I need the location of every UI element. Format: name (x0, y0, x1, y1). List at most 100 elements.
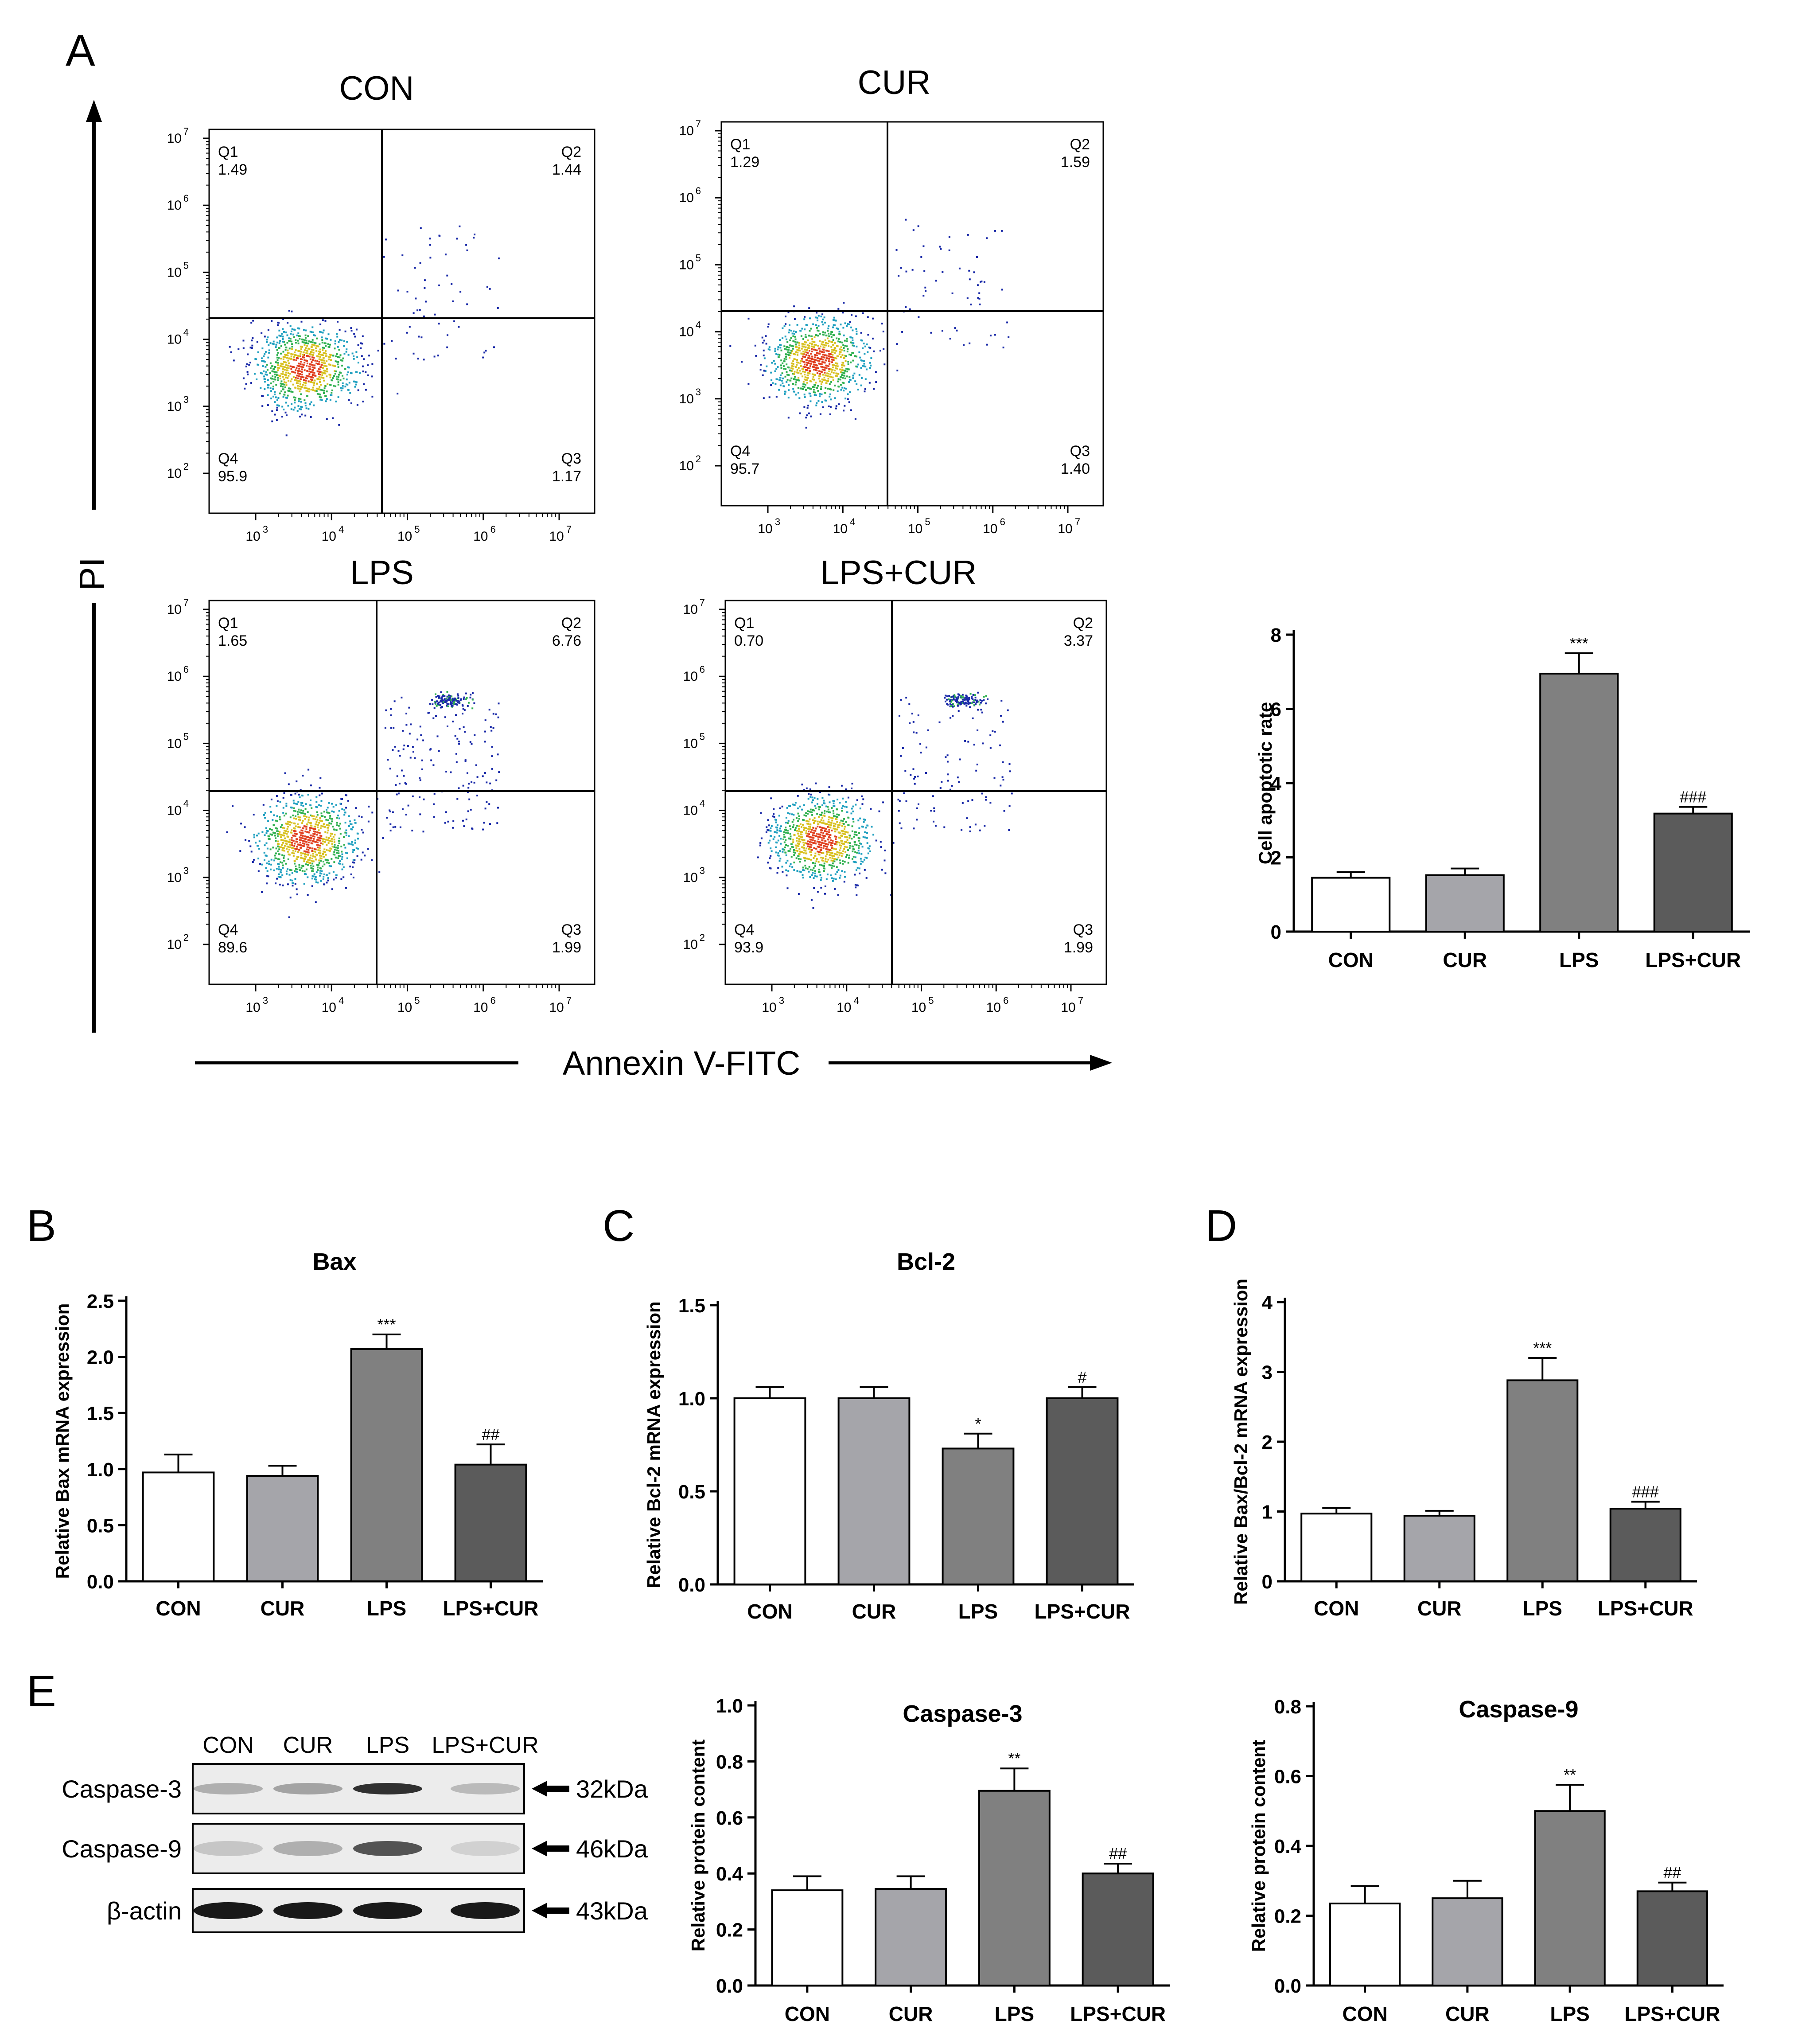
svg-text:10: 10 (683, 736, 698, 751)
svg-text:2: 2 (183, 932, 189, 943)
quadrant-q1-name: Q1 (218, 144, 238, 160)
svg-text:4: 4 (700, 798, 705, 809)
significance-label: ## (482, 1425, 499, 1443)
flow-scatter (757, 691, 1013, 909)
svg-text:4: 4 (854, 995, 859, 1006)
svg-text:10: 10 (322, 529, 336, 544)
svg-text:10: 10 (683, 804, 698, 818)
svg-text:7: 7 (696, 118, 701, 129)
svg-text:10: 10 (983, 522, 997, 536)
category-label: CUR (889, 2002, 933, 2025)
bar (1046, 1397, 1119, 1585)
bar-group: LPS *** (1506, 1339, 1579, 1620)
svg-text:3: 3 (779, 995, 784, 1006)
quadrant-q2-value: 1.44 (552, 161, 581, 178)
svg-text:10: 10 (167, 265, 182, 280)
bar (733, 1397, 806, 1585)
chart-casp3: Caspase-3 0.0 0.2 0.4 0.6 0.8 1.0 Relative prot… (688, 1695, 1170, 2025)
quadrant-q2-name: Q2 (561, 144, 581, 160)
svg-text:4: 4 (183, 327, 189, 338)
svg-text:10: 10 (167, 669, 182, 684)
blot-band (451, 1841, 520, 1856)
quadrant-q2-value: 1.59 (1061, 154, 1090, 171)
y-axis-label: Relative protein content (1248, 1740, 1269, 1952)
y-axis-label: Relative protein content (688, 1740, 708, 1951)
y-tick-label: 1.5 (87, 1403, 114, 1424)
blot-band (194, 1902, 263, 1919)
quadrant-q3-name: Q3 (1073, 921, 1093, 938)
svg-text:10: 10 (908, 522, 922, 536)
category-label: LPS (367, 1597, 406, 1620)
significance-label: *** (377, 1315, 396, 1334)
category-label: LPS (995, 2002, 1034, 2025)
significance-label: ### (1632, 1482, 1659, 1501)
svg-text:10: 10 (167, 466, 182, 481)
bar-group: CUR (1432, 1880, 1503, 2025)
blot-band (194, 1841, 263, 1856)
y-tick-label: 0.0 (1274, 1975, 1301, 1997)
molecular-weight: 46kDa (576, 1835, 648, 1863)
svg-text:4: 4 (696, 320, 701, 331)
svg-text:10: 10 (683, 602, 698, 617)
svg-text:3: 3 (696, 386, 701, 398)
bar (1534, 1810, 1606, 1986)
y-tick-label: 8 (1271, 624, 1281, 646)
y-tick-label: 0.0 (678, 1574, 705, 1596)
y-tick-label: 0.6 (716, 1807, 743, 1829)
category-label: CUR (1445, 2002, 1490, 2025)
quadrant-q4-value: 89.6 (218, 939, 247, 956)
svg-text:5: 5 (183, 260, 189, 271)
quadrant-q3-name: Q3 (561, 450, 581, 467)
svg-text:3: 3 (263, 524, 268, 535)
chart-bcl2: Bcl-2 0.0 0.5 1.0 1.5 Relative Bcl-2 mRNA exp… (643, 1248, 1134, 1623)
bar (837, 1397, 911, 1585)
svg-text:7: 7 (566, 524, 572, 535)
svg-text:10: 10 (167, 937, 182, 952)
quadrant-q1-name: Q1 (734, 615, 754, 632)
svg-text:7: 7 (183, 597, 189, 608)
bar-group: LPS *** (1539, 634, 1619, 971)
panel-letter-b: B (27, 1201, 56, 1251)
bar (1311, 877, 1391, 932)
svg-text:5: 5 (414, 524, 420, 535)
bar-group: CUR (837, 1386, 911, 1623)
svg-text:2: 2 (696, 453, 701, 464)
bar (246, 1474, 319, 1582)
western-blot: CON CUR LPS LPS+CUR Caspase-3 32kDa Caspase-9 4… (62, 1732, 648, 1933)
category-label: LPS (958, 1600, 998, 1623)
category-label: CON (1314, 1597, 1359, 1620)
svg-text:10: 10 (679, 325, 694, 339)
y-tick-label: 1.0 (716, 1695, 743, 1717)
bar (771, 1889, 844, 1987)
y-tick-label: 1 (1262, 1502, 1273, 1523)
category-label: CUR (852, 1600, 896, 1623)
svg-text:3: 3 (183, 394, 189, 405)
category-label: CUR (1443, 948, 1487, 971)
svg-text:5: 5 (925, 516, 930, 527)
svg-text:10: 10 (833, 522, 848, 536)
bar (1539, 672, 1619, 932)
blot-band (273, 1902, 342, 1919)
svg-text:3: 3 (263, 995, 268, 1006)
category-label: LPS+CUR (1645, 948, 1741, 971)
svg-text:10: 10 (167, 736, 182, 751)
arrow-icon (532, 1903, 569, 1919)
flow-scatter (226, 691, 500, 918)
quadrant-q2-name: Q2 (1073, 615, 1093, 632)
significance-label: * (975, 1415, 981, 1433)
bar-group: CON (1311, 871, 1391, 971)
panel-letter-d: D (1205, 1201, 1237, 1251)
svg-text:10: 10 (167, 804, 182, 818)
svg-text:10: 10 (679, 257, 694, 272)
chart-bax: Bax 0.0 0.5 1.0 1.5 2.0 2.5 Relative Bax mRNA e… (52, 1248, 543, 1620)
quadrant-q1-value: 1.29 (730, 154, 759, 171)
category-label: CON (785, 2002, 830, 2025)
bar-group: LPS ** (978, 1749, 1051, 2025)
significance-label: ## (1663, 1864, 1681, 1882)
bar (454, 1463, 527, 1583)
flow-x-ticks: 10 3 10 4 10 5 10 6 10 7 (245, 984, 572, 1015)
svg-text:10: 10 (679, 392, 694, 406)
y-tick-label: 0 (1262, 1571, 1273, 1593)
